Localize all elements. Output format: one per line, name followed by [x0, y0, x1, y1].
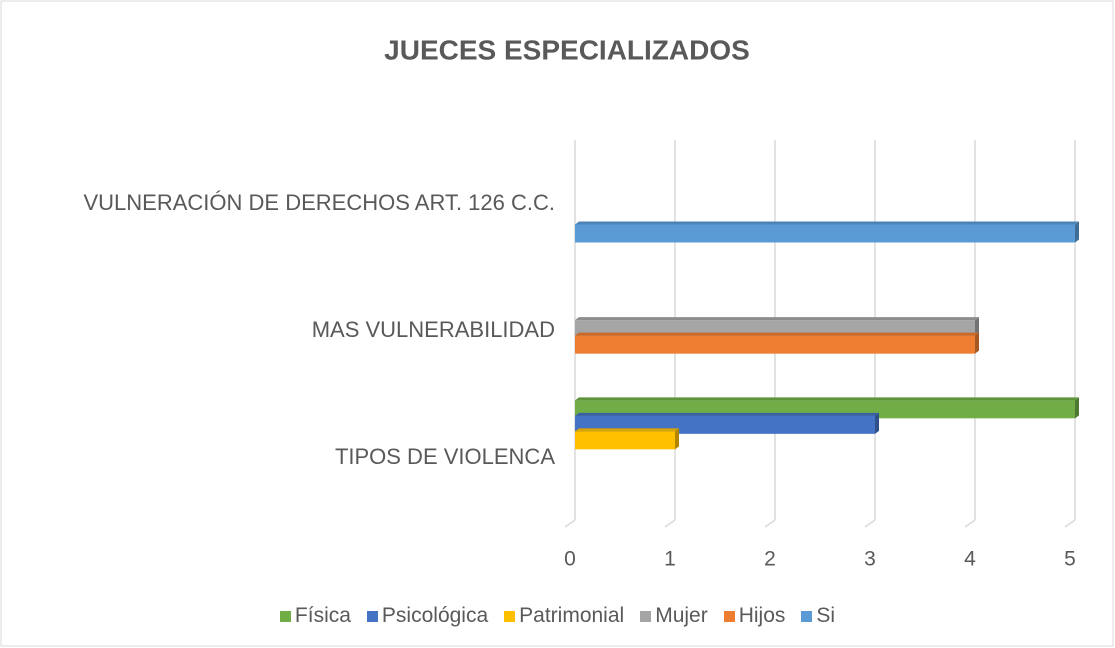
x-tick-label: 4 [964, 548, 976, 571]
bar-top [575, 332, 979, 336]
legend-label: Patrimonial [519, 604, 625, 627]
legend-item: Si [801, 604, 835, 628]
grid-floor [864, 519, 876, 528]
bar [575, 224, 1075, 243]
legend-label: Si [816, 604, 836, 627]
bar-side [975, 332, 979, 354]
legend-swatch [504, 610, 516, 622]
bar [575, 431, 675, 450]
y-tick-label: VULNERACIÓN DE DERECHOS ART. 126 C.C. [83, 190, 556, 216]
bar-top [575, 221, 1079, 225]
legend-swatch [801, 610, 813, 622]
category-label-box: TIPOS DE VIOLENCA [15, 444, 555, 470]
bar-side [675, 428, 679, 450]
legend-item: Psicológica [366, 604, 489, 628]
legend-swatch [366, 610, 378, 622]
legend-label: Mujer [655, 604, 708, 627]
legend-item: Mujer [640, 604, 708, 628]
legend-swatch [723, 610, 735, 622]
grid-floor [564, 519, 576, 528]
legend-swatch [279, 610, 291, 622]
y-tick-label: MAS VULNERABILIDAD [311, 317, 555, 342]
legend-item: Hijos [723, 604, 786, 628]
chart-title: JUECES ESPECIALIZADOS [384, 34, 750, 65]
legend-label: Hijos [738, 604, 786, 627]
x-tick-label: 3 [864, 548, 876, 571]
x-tick-label: 1 [664, 548, 676, 571]
y-tick-label: TIPOS DE VIOLENCA [334, 443, 555, 469]
grid-floor [664, 519, 676, 528]
legend-item: Física [279, 604, 351, 628]
x-tick-label: 0 [564, 548, 576, 571]
legend-label: Física [294, 604, 351, 627]
grid-floor [1064, 519, 1076, 528]
category-label-box: VULNERACIÓN DE DERECHOS ART. 126 C.C. [15, 190, 556, 216]
bar-top [575, 397, 1079, 401]
legend: Física Psicológica Patrimonial Mujer Hijos Si [0, 604, 1115, 628]
x-tick-label: 2 [764, 548, 776, 571]
bar [575, 335, 975, 354]
bar-side [1075, 397, 1079, 419]
legend-label: Psicológica [381, 604, 489, 627]
bar-side [1075, 221, 1079, 243]
bar-top [575, 428, 679, 432]
x-tick-label: 5 [1064, 548, 1076, 571]
legend-item: Patrimonial [504, 604, 624, 628]
grid-floor [964, 519, 976, 528]
category-label-box: MAS VULNERABILIDAD [15, 317, 555, 343]
legend-swatch [640, 610, 652, 622]
bar-top [575, 317, 979, 321]
grid-floor [764, 519, 776, 528]
bar-top [575, 412, 879, 416]
bar-side [875, 412, 879, 434]
